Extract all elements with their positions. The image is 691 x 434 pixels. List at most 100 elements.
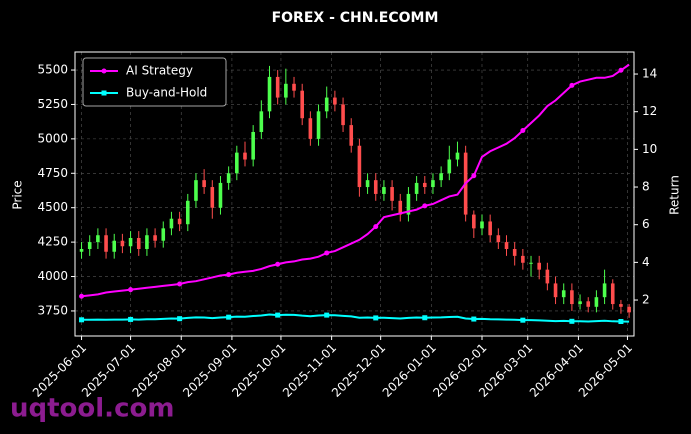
y2-axis-label: Return <box>668 175 682 215</box>
candle-body <box>390 187 394 201</box>
candle-body <box>414 182 419 194</box>
candle-body <box>324 97 329 112</box>
series-marker <box>324 250 330 256</box>
candle-body <box>112 240 117 252</box>
candle-body <box>447 159 452 174</box>
candle-body <box>537 262 541 270</box>
candle-body <box>496 235 501 243</box>
candle-body <box>161 228 166 241</box>
plot-frame <box>74 51 635 337</box>
candle-body <box>488 221 492 236</box>
candle-body <box>128 237 133 247</box>
candle-body <box>357 145 362 188</box>
candle-body <box>79 248 84 252</box>
candle-body <box>439 173 443 181</box>
y2-tick-label: 6 <box>642 217 650 231</box>
candle-body <box>145 235 149 249</box>
candle-body <box>292 83 296 91</box>
legend-box <box>82 57 227 107</box>
series-marker <box>324 312 330 318</box>
candle-body <box>561 290 566 298</box>
candle-body <box>586 301 591 307</box>
y-tick-label: 5500 <box>37 63 68 77</box>
candle-body <box>512 248 517 256</box>
series-marker <box>373 315 379 321</box>
candle-body <box>455 152 460 160</box>
y2-tick-label: 8 <box>642 180 650 194</box>
candle-body <box>235 152 239 174</box>
series-marker <box>177 316 183 322</box>
series-marker <box>373 224 379 230</box>
legend-marker <box>101 68 107 74</box>
series-marker <box>471 316 477 322</box>
candle-body <box>177 218 182 225</box>
chart-title: FOREX - CHN.ECOMM <box>272 10 439 26</box>
candle-body <box>308 118 313 139</box>
series-marker <box>79 317 85 323</box>
y-tick-label: 4000 <box>37 269 68 283</box>
candle-body <box>96 235 100 243</box>
series-marker <box>275 261 281 267</box>
candle-body <box>431 180 435 188</box>
candle-body <box>316 111 321 139</box>
series-marker <box>520 317 526 323</box>
series-marker <box>569 82 575 88</box>
series-marker <box>520 128 526 134</box>
candle-body <box>619 304 623 307</box>
candle-body <box>267 76 272 112</box>
candle-body <box>169 218 174 229</box>
candle-body <box>251 131 255 160</box>
candle-body <box>333 97 337 105</box>
series-marker <box>128 287 134 293</box>
candle-body <box>480 221 484 229</box>
candle-body <box>153 235 157 241</box>
y-axis-label: Price <box>11 180 25 209</box>
watermark: uqtool.com <box>10 394 174 424</box>
series-marker <box>128 316 134 322</box>
candle-body <box>406 193 411 215</box>
series-marker <box>79 293 85 299</box>
candle-body <box>602 283 607 298</box>
y-tick-label: 5000 <box>37 131 68 145</box>
series-line <box>81 313 630 323</box>
series-marker <box>471 173 477 179</box>
y-tick-label: 5250 <box>37 97 68 111</box>
series-marker <box>226 314 232 320</box>
series-marker <box>422 315 428 321</box>
legend-label: Buy-and-Hold <box>126 86 207 100</box>
candle-body <box>284 83 288 98</box>
candle-body <box>382 187 386 194</box>
candle-body <box>218 182 223 208</box>
y2-tick-label: 12 <box>642 104 657 118</box>
y2-tick-label: 10 <box>642 142 657 156</box>
candle-body <box>275 76 280 98</box>
candle-body <box>341 104 345 126</box>
candle-body <box>104 235 108 252</box>
series-marker <box>275 312 281 318</box>
candle-body <box>529 262 533 264</box>
candle-body <box>300 90 304 119</box>
legend: AI Strategy Buy-and-Hold <box>82 57 227 107</box>
candle-body <box>545 269 550 284</box>
series-line <box>81 63 630 298</box>
series-marker <box>569 318 575 324</box>
candle-body <box>185 200 190 225</box>
candle-body <box>504 242 509 249</box>
candle-body <box>136 237 141 249</box>
y-tick-label: 4500 <box>37 200 68 214</box>
candle-body <box>570 290 574 305</box>
candle-body <box>243 152 247 160</box>
candle-body <box>398 200 403 215</box>
candle-body <box>422 182 427 188</box>
series-marker <box>618 67 624 73</box>
candle-body <box>472 214 476 229</box>
candle-body <box>194 180 198 201</box>
y-tick-label: 4750 <box>37 166 68 180</box>
legend-marker <box>101 90 107 96</box>
candle-body <box>210 187 215 208</box>
candle-body <box>627 306 631 313</box>
candle-body <box>87 242 92 249</box>
candle-body <box>610 283 615 305</box>
series-marker <box>422 203 428 209</box>
legend-label: AI Strategy <box>126 64 193 78</box>
